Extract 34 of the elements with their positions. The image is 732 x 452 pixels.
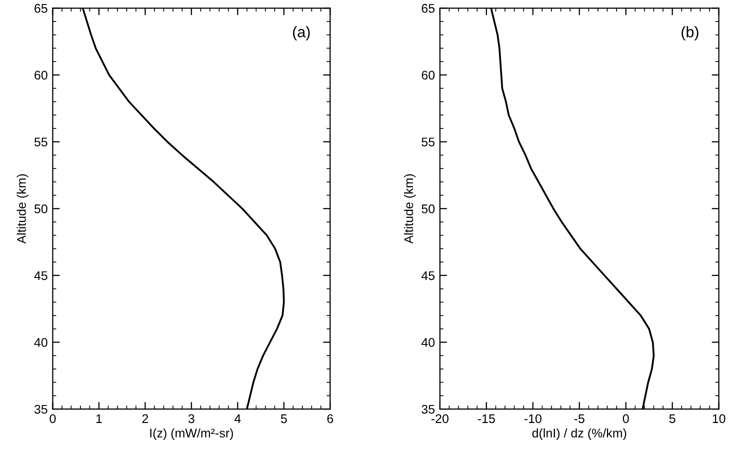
- y-tick-label: 60: [34, 70, 48, 80]
- y-axis-title: Altitude (km): [404, 174, 416, 244]
- x-tick-label: 0: [50, 414, 56, 424]
- annotation: (b): [682, 26, 698, 40]
- x-axis-title: d(lnI) / dz (%/km): [532, 428, 626, 440]
- y-tick-label: 35: [34, 404, 48, 414]
- y-tick-label: 50: [422, 204, 435, 214]
- x-tick-label: 5: [669, 414, 676, 424]
- annotation: (a): [292, 26, 310, 40]
- y-tick-label: 60: [422, 70, 435, 80]
- x-axis-title: I(z) (mW/m²-sr): [150, 428, 233, 440]
- y-tick-label: 45: [421, 271, 435, 280]
- y-tick-label: 55: [422, 138, 435, 146]
- y-tick-label: 55: [34, 138, 48, 146]
- y-tick-label: 50: [34, 204, 48, 214]
- x-tick-label: 5: [280, 414, 287, 424]
- x-tick-label: 4: [234, 414, 241, 423]
- x-tick-label: 0: [622, 414, 629, 424]
- y-axis-title: Altitude (km): [16, 174, 28, 244]
- x-tick-label: 3: [188, 414, 194, 424]
- x-tick-label: 1: [96, 414, 102, 423]
- y-tick-label: 45: [34, 271, 48, 280]
- x-tick-label: 2: [142, 414, 148, 423]
- y-tick-label: 40: [421, 338, 435, 347]
- x-tick-label: -10: [524, 414, 542, 424]
- x-tick-label: 10: [712, 414, 726, 424]
- y-tick-label: 40: [34, 338, 48, 347]
- y-tick-label: 65: [34, 4, 48, 13]
- x-tick-label: -20: [431, 414, 448, 424]
- x-tick-label: -15: [478, 414, 495, 424]
- y-tick-label: 65: [422, 4, 435, 13]
- y-tick-label: 35: [422, 404, 435, 414]
- x-tick-label: 6: [327, 414, 334, 424]
- x-tick-label: -5: [574, 414, 584, 424]
